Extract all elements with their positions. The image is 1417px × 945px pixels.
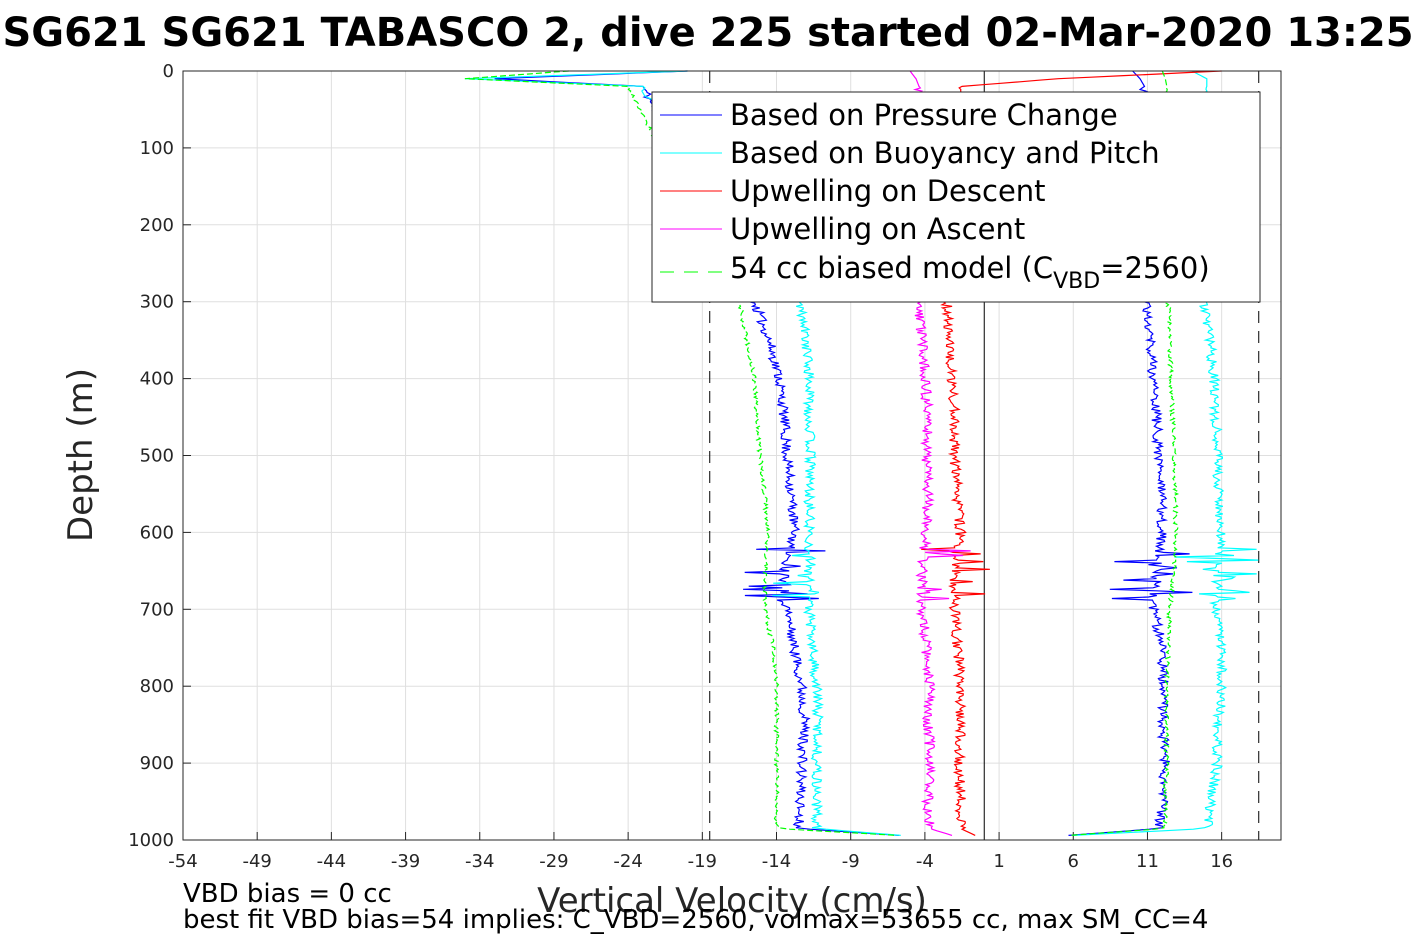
legend-label-pressure: Based on Pressure Change bbox=[730, 98, 1118, 132]
x-tick-label: -9 bbox=[842, 851, 860, 872]
y-tick-label: 700 bbox=[140, 599, 174, 620]
x-tick-label: 16 bbox=[1210, 851, 1233, 872]
y-tick-label: 900 bbox=[140, 753, 174, 774]
legend-label-upwelling-ascent: Upwelling on Ascent bbox=[730, 212, 1025, 246]
y-tick-label: 600 bbox=[140, 522, 174, 543]
x-tick-label: 1 bbox=[993, 851, 1004, 872]
y-axis-label: Depth (m) bbox=[61, 368, 101, 542]
x-tick-label: -14 bbox=[762, 851, 791, 872]
x-tick-label: -39 bbox=[391, 851, 420, 872]
y-tick-label: 400 bbox=[140, 369, 174, 390]
y-tick-label: 200 bbox=[140, 215, 174, 236]
y-tick-label: 0 bbox=[163, 61, 174, 82]
vbd-bias-note: VBD bias = 0 cc bbox=[183, 879, 392, 909]
y-tick-label: 100 bbox=[140, 138, 174, 159]
best-fit-note: best fit VBD bias=54 implies: C_VBD=2560… bbox=[183, 905, 1208, 935]
legend: Based on Pressure Change Based on Buoyan… bbox=[651, 91, 1261, 303]
y-tick-label: 300 bbox=[140, 292, 174, 313]
legend-label-upwelling-descent: Upwelling on Descent bbox=[730, 174, 1046, 208]
x-tick-label: -34 bbox=[465, 851, 494, 872]
x-axis-label: Vertical Velocity (cm/s) bbox=[537, 881, 927, 921]
x-tick-label: -19 bbox=[688, 851, 717, 872]
chart-title: SG621 SG621 TABASCO 2, dive 225 started … bbox=[2, 10, 1413, 56]
x-tick-label: -54 bbox=[168, 851, 197, 872]
y-tick-label: 500 bbox=[140, 446, 174, 467]
legend-label-buoyancy: Based on Buoyancy and Pitch bbox=[730, 136, 1160, 170]
legend-label-model: 54 cc biased model (CVBD=2560) bbox=[730, 251, 1210, 294]
x-tick-label: -24 bbox=[613, 851, 642, 872]
plot-frame bbox=[182, 70, 1282, 841]
y-tick-label: 1000 bbox=[128, 830, 174, 851]
legend-label-model-suffix: =2560) bbox=[1100, 251, 1209, 285]
x-tick-label: -29 bbox=[539, 851, 568, 872]
x-tick-label: -49 bbox=[242, 851, 271, 872]
legend-label-model-subscript: VBD bbox=[1053, 269, 1100, 294]
x-tick-labels: -54 -49 -44 -39 -34 -29 -24 -19 -14 -9 -4 1 6 11 16 bbox=[168, 851, 1233, 872]
series-line-model-descent bbox=[464, 70, 897, 836]
legend-box bbox=[651, 91, 1261, 303]
x-tick-label: 6 bbox=[1068, 851, 1079, 872]
y-tick-label: 800 bbox=[140, 676, 174, 697]
x-tick-label: -4 bbox=[916, 851, 934, 872]
x-tick-label: 11 bbox=[1136, 851, 1159, 872]
y-tick-labels: 0 100 200 300 400 500 600 700 800 900 1000 bbox=[128, 61, 174, 851]
x-tick-label: -44 bbox=[317, 851, 346, 872]
legend-label-model-text: 54 cc biased model (C bbox=[730, 251, 1053, 285]
